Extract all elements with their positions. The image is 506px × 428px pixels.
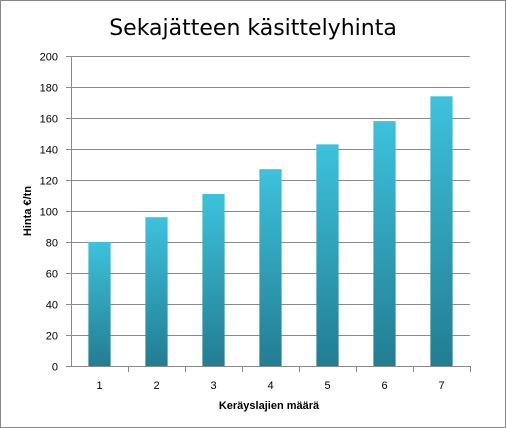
bar-6 bbox=[373, 121, 396, 366]
y-tick-label: 160 bbox=[40, 114, 58, 126]
y-tick-label: 20 bbox=[46, 331, 58, 343]
x-tick-label: 3 bbox=[210, 380, 216, 392]
bar-7 bbox=[430, 96, 453, 367]
x-axis-title: Keräyslajien määrä bbox=[219, 400, 320, 412]
y-tick-label: 200 bbox=[40, 52, 58, 64]
x-tick-label: 7 bbox=[438, 380, 444, 392]
bar-3 bbox=[202, 193, 225, 366]
bar-5 bbox=[316, 144, 339, 366]
x-tick-label: 2 bbox=[153, 380, 159, 392]
bar-4 bbox=[259, 169, 282, 366]
y-tick-label: 180 bbox=[40, 83, 58, 95]
y-tick-label: 40 bbox=[46, 300, 58, 312]
x-tick-label: 4 bbox=[267, 380, 273, 392]
y-tick-label: 0 bbox=[52, 362, 58, 374]
y-axis-title: Hinta €/tn bbox=[22, 186, 34, 236]
y-tick-label: 100 bbox=[40, 207, 58, 219]
y-tick-label: 120 bbox=[40, 176, 58, 188]
x-tick-label: 1 bbox=[96, 380, 102, 392]
y-tick-label: 80 bbox=[46, 238, 58, 250]
bar-2 bbox=[145, 217, 168, 366]
y-tick-label: 60 bbox=[46, 269, 58, 281]
x-tick-label: 6 bbox=[381, 380, 387, 392]
x-tick-label: 5 bbox=[324, 380, 330, 392]
y-tick-label: 140 bbox=[40, 145, 58, 157]
bar-1 bbox=[88, 242, 111, 366]
chart-title: Sekajätteen käsittelyhinta bbox=[109, 16, 397, 41]
